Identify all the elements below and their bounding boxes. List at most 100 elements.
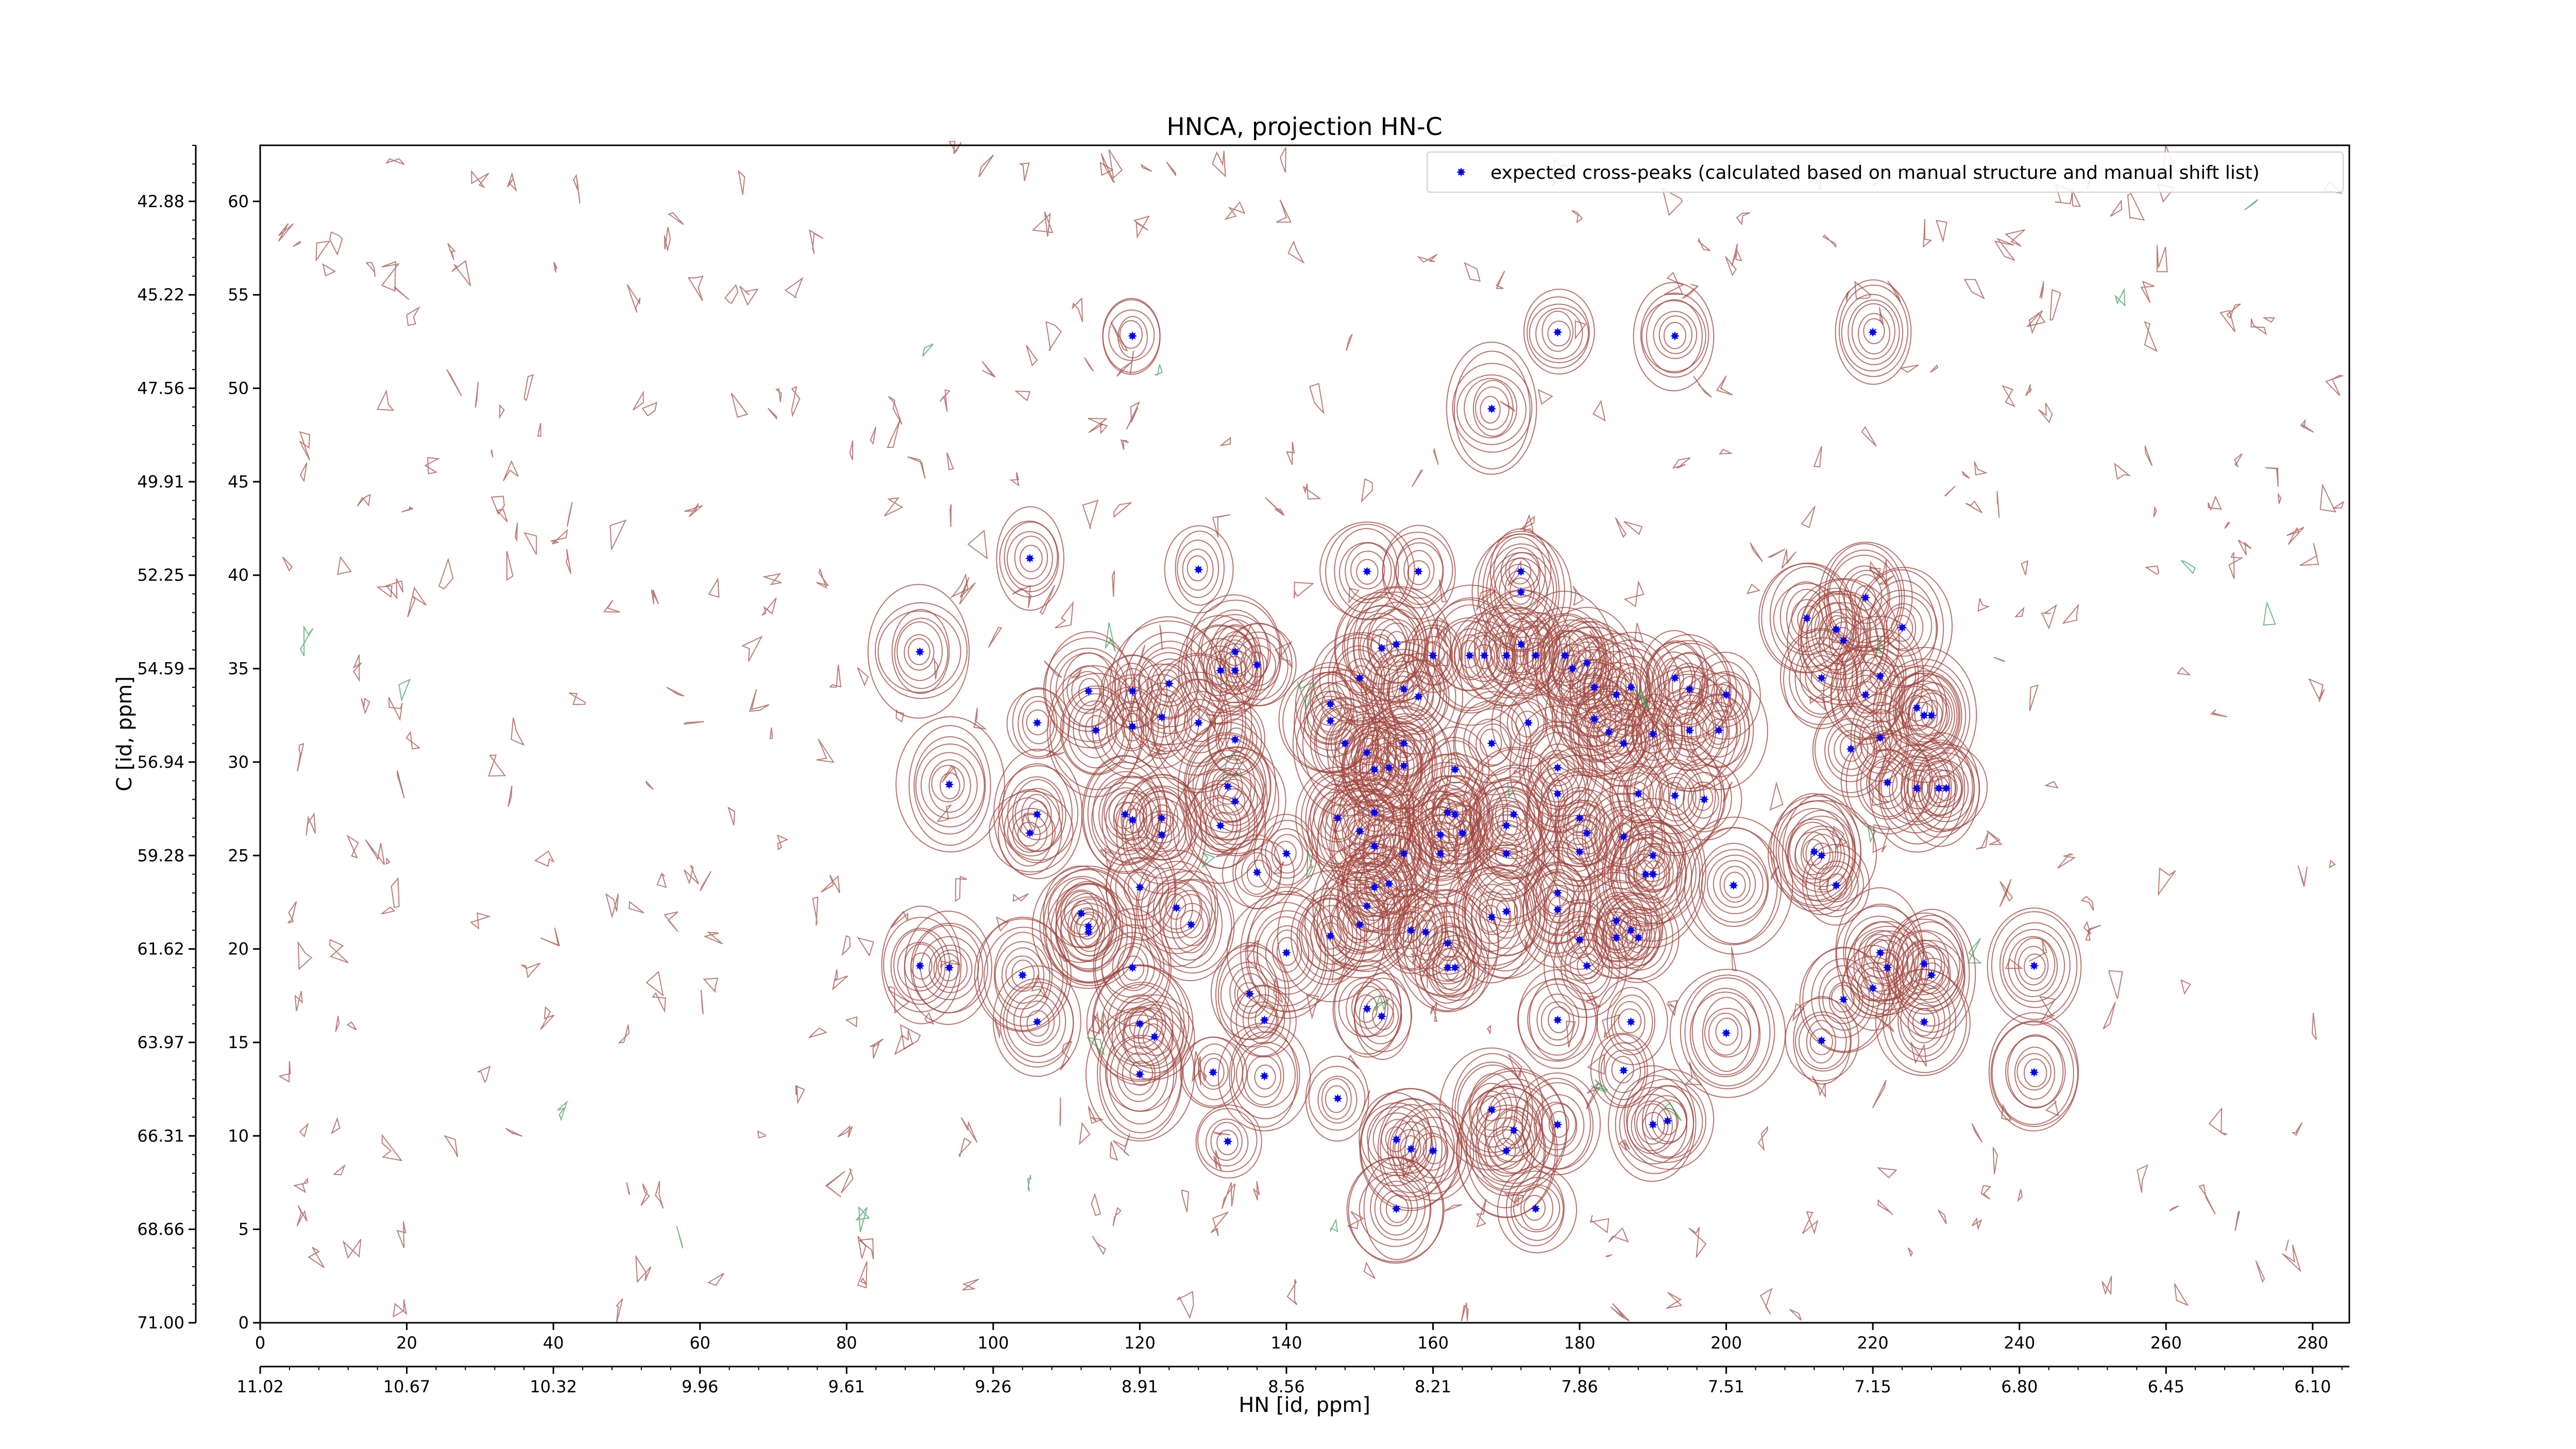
noise-contour — [568, 692, 586, 705]
noise-contour — [2282, 1244, 2301, 1273]
contour-ring — [1987, 907, 2082, 1025]
contour-ring — [1182, 548, 1214, 591]
contour-ring — [1840, 733, 1933, 830]
contour-ring — [1647, 640, 1705, 719]
peak-point — [1832, 881, 1841, 890]
contour-ring — [1468, 718, 1512, 767]
noise-contour — [1433, 447, 1439, 465]
peak-point — [1531, 1204, 1540, 1214]
peak-point — [1252, 660, 1262, 670]
noise-contour — [2026, 313, 2046, 328]
peak-point — [1919, 1017, 1929, 1027]
noise-contour — [1610, 1303, 1630, 1322]
noise-contour — [1126, 401, 1141, 430]
contour-ring — [1888, 670, 1962, 761]
contour-ring — [1190, 599, 1281, 703]
contour-ring — [1098, 782, 1151, 849]
noise-contour — [832, 969, 849, 990]
contour-ring — [1706, 854, 1764, 915]
noise-contour — [1009, 472, 1020, 487]
noise-contour — [1666, 1000, 1678, 1017]
contour-ring — [1004, 521, 1058, 593]
noise-contour — [605, 893, 619, 919]
noise-contour — [398, 678, 411, 702]
contour-ring — [1518, 969, 1598, 1069]
noise-contour — [1601, 1014, 1621, 1039]
noise-contour — [1682, 283, 1699, 299]
peak-point — [1252, 867, 1262, 877]
noise-contour — [1091, 1193, 1101, 1216]
noise-contour — [775, 388, 782, 402]
noise-contour — [1965, 500, 1982, 513]
noise-contour — [2029, 684, 2039, 712]
contour-ring — [1805, 655, 1839, 699]
noise-contour — [946, 452, 954, 470]
x-ppm-tick-label: 9.96 — [682, 1377, 718, 1396]
contour-ring — [1277, 870, 1386, 1002]
contour-ring — [1018, 696, 1058, 752]
contour-ring — [1022, 700, 1055, 745]
contour-ring — [1841, 956, 1902, 1019]
contour-ring — [1429, 840, 1450, 869]
peak-point — [915, 647, 925, 656]
contour-ring — [1838, 662, 1892, 728]
contour-ring — [1690, 827, 1778, 945]
y-tick-label: 30 — [228, 752, 249, 772]
contour-ring — [1869, 938, 1891, 964]
peak-point — [1215, 821, 1225, 831]
noise-contour — [894, 1030, 913, 1055]
noise-contour — [1019, 162, 1030, 181]
noise-contour — [1181, 1189, 1189, 1212]
contour-ring — [1806, 1020, 1836, 1064]
noise-contour — [1769, 781, 1784, 812]
contour-ring — [1185, 594, 1282, 712]
contour-ring — [1655, 772, 1697, 822]
contour-ring — [1811, 958, 1874, 1038]
contour-ring — [1513, 1184, 1561, 1233]
contour-ring — [1824, 718, 1877, 782]
noise-contour — [1212, 514, 1230, 538]
noise-contour — [1811, 1075, 1826, 1099]
contour-ring — [1122, 955, 1145, 981]
peak-point — [1501, 907, 1511, 917]
noise-contour — [385, 857, 391, 865]
contour-ring — [1547, 321, 1571, 347]
contour-ring — [1529, 304, 1589, 363]
noise-contour — [626, 1182, 631, 1195]
contour-ring — [1375, 713, 1435, 777]
peak-point — [1091, 726, 1100, 735]
noise-contour — [1027, 1174, 1031, 1192]
contour-ring — [1883, 603, 1924, 651]
noise-contour — [1975, 832, 1989, 850]
noise-contour — [1159, 625, 1163, 650]
peak-point — [1612, 933, 1621, 942]
contour-ring — [1543, 889, 1575, 930]
noise-contour — [683, 865, 699, 885]
noise-contour — [617, 1024, 630, 1044]
noise-contour — [1537, 389, 1553, 405]
contour-ring — [1108, 309, 1155, 361]
y-tick-label: 25 — [228, 846, 249, 865]
noise-contour — [1854, 280, 1872, 299]
noise-contour — [959, 577, 976, 605]
contour-ring — [1708, 1013, 1742, 1056]
noise-contour — [1589, 1215, 1609, 1234]
noise-contour — [496, 509, 508, 523]
contour-ring — [1713, 860, 1756, 908]
contour-ring — [1857, 967, 1890, 1007]
contour-ring — [1819, 612, 1855, 650]
contour-ring — [1897, 984, 1951, 1057]
peak-point — [1326, 699, 1335, 709]
peak-point — [1406, 1144, 1416, 1154]
noise-contour — [812, 896, 819, 926]
contour-ring — [1785, 997, 1859, 1082]
noise-contour — [1222, 751, 1243, 780]
y-tick-label: 5 — [239, 1220, 249, 1239]
noise-contour — [757, 1130, 767, 1139]
noise-contour — [1967, 938, 1982, 964]
contour-ring — [1683, 771, 1726, 830]
contour-ring — [1497, 1166, 1578, 1254]
peak-point — [1355, 673, 1365, 683]
noise-contour — [724, 284, 739, 304]
contour-ring — [1840, 734, 1862, 762]
